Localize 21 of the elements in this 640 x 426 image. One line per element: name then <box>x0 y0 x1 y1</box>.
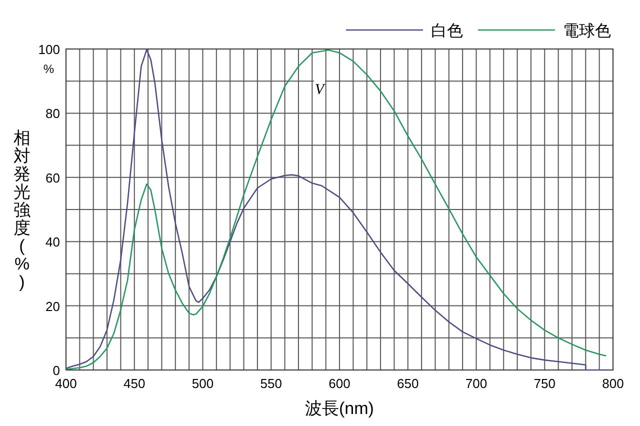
y-tick-label: 0 <box>52 363 60 378</box>
text: % <box>43 62 54 76</box>
y-tick-label: 80 <box>46 106 60 122</box>
annotation: V <box>314 82 326 98</box>
y-tick-label: 100 <box>38 42 60 57</box>
x-tick-label: 750 <box>534 376 556 391</box>
legend-label: 白色 <box>431 23 463 40</box>
x-tick-label: 800 <box>602 376 624 391</box>
y-tick-label: 60 <box>46 170 60 186</box>
x-tick-label: 400 <box>55 376 77 391</box>
y-tick-label: 20 <box>46 298 60 314</box>
x-tick-label: 500 <box>192 376 214 391</box>
x-tick-label: 600 <box>328 376 350 391</box>
x-tick-label: 550 <box>260 376 282 391</box>
x-tick-label: 700 <box>465 376 488 391</box>
x-axis-title: 波長(nm) <box>305 399 374 418</box>
text: 相対発光強度(%) <box>14 128 30 292</box>
legend-label: 電球色 <box>563 22 611 40</box>
y-tick-label: 40 <box>46 234 60 250</box>
x-tick-label: 650 <box>397 376 419 391</box>
x-tick-label: 450 <box>124 376 146 391</box>
